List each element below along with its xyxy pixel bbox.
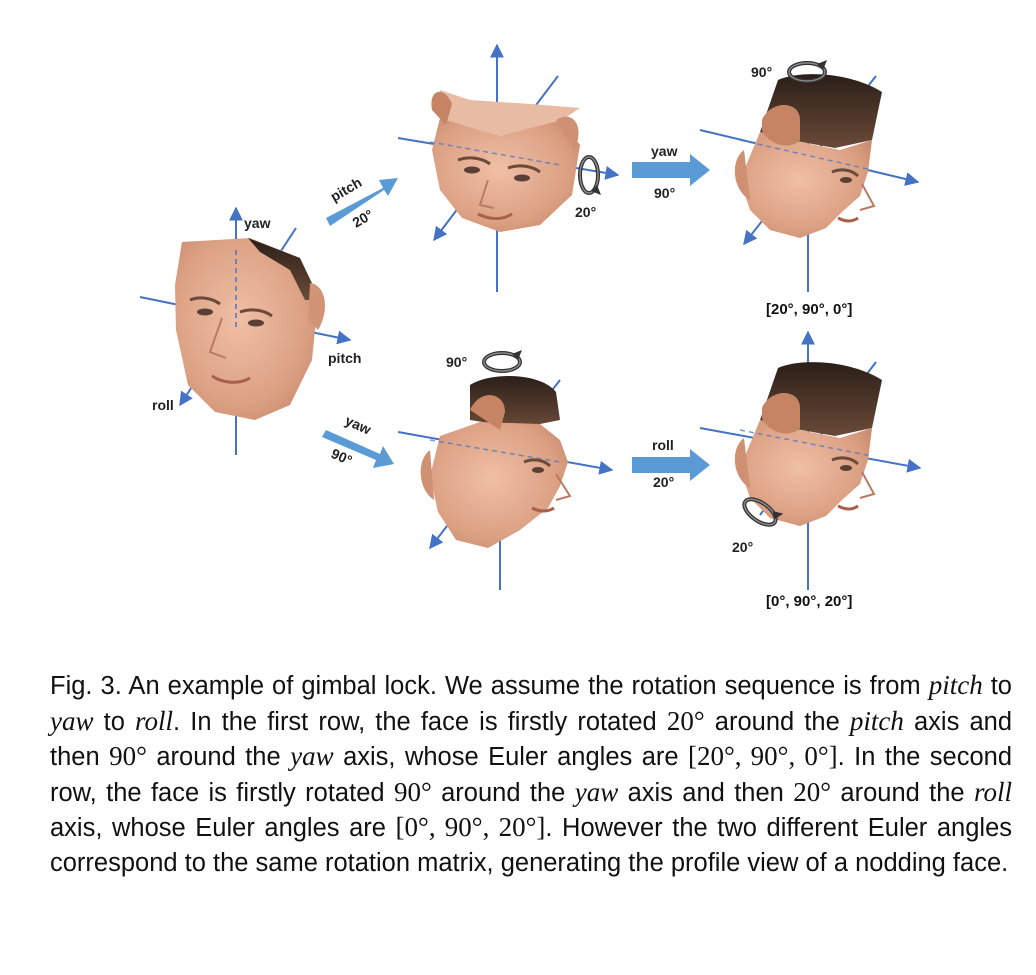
figure-caption: Fig. 3. An example of gimbal lock. We as… — [50, 670, 1013, 877]
rotation-angle-row1-pitch: 20° — [575, 204, 596, 220]
svg-text:pitch: pitch — [328, 174, 365, 205]
rotation-angle-row2-roll: 20° — [732, 539, 753, 555]
svg-text:90°: 90° — [654, 185, 675, 201]
euler-result-row1: [20°, 90°, 0°] — [766, 301, 852, 318]
step-arrow-row1-yaw: yaw 90° — [632, 143, 710, 201]
svg-text:roll: roll — [652, 437, 674, 453]
euler-result-row2: [0°, 90°, 20°] — [766, 593, 852, 610]
rotation-angle-row2-yaw: 90° — [446, 354, 467, 370]
face-image-base — [175, 238, 325, 420]
face-image-row2-right — [734, 362, 882, 526]
svg-text:20°: 20° — [653, 474, 674, 490]
base-face-panel: yaw pitch roll — [139, 206, 361, 455]
rotation-angle-row1-yaw: 90° — [751, 64, 772, 80]
gimbal-lock-figure: yaw pitch roll pitch 20° 20° — [139, 43, 922, 610]
axis-label-pitch: pitch — [328, 350, 361, 366]
face-image-row1-mid — [431, 90, 580, 232]
step-arrow-row2-roll: roll 20° — [632, 437, 710, 490]
axis-label-yaw: yaw — [244, 215, 271, 231]
row2-yawed-face-panel: 90° — [397, 348, 614, 590]
step-arrow-row1-pitch: pitch 20° — [326, 174, 398, 231]
svg-text:yaw: yaw — [651, 143, 678, 159]
svg-text:90°: 90° — [329, 445, 355, 468]
face-image-row1-right — [734, 74, 882, 238]
row2-result-face-panel: 20° [0°, 90°, 20°] — [699, 330, 922, 610]
caption-fig-label: Fig. 3. — [50, 672, 122, 700]
row1-pitched-face-panel: 20° — [397, 43, 620, 292]
step-arrow-row2-yaw: yaw 90° — [322, 412, 394, 468]
svg-text:yaw: yaw — [343, 412, 374, 437]
axis-label-roll: roll — [152, 397, 174, 413]
face-image-row2-mid — [420, 375, 572, 548]
row1-result-face-panel: 90° [20°, 90°, 0°] — [699, 58, 920, 318]
